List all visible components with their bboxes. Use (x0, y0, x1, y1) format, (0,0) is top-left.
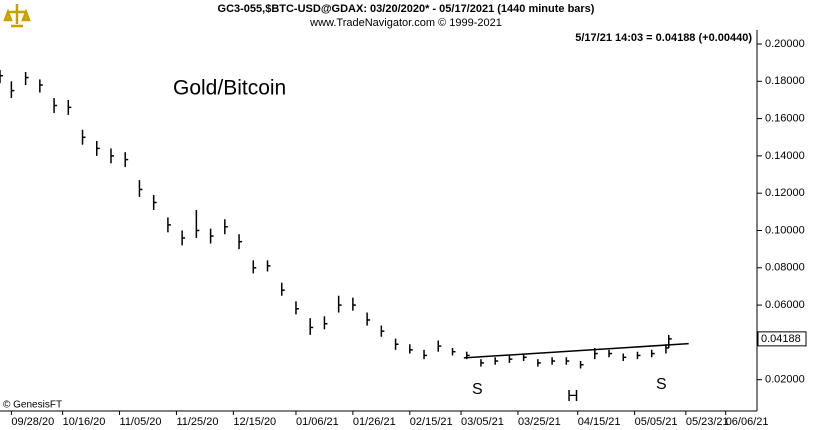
x-tick-label: 01/06/21 (296, 416, 339, 428)
x-tick-label: 05/23/21 (686, 416, 729, 428)
trend-line (463, 342, 689, 359)
x-tick-label: 04/15/21 (578, 416, 621, 428)
last-price-box (757, 331, 807, 347)
x-tick-label: 12/15/20 (233, 416, 276, 428)
x-tick-label: 11/25/20 (176, 416, 218, 428)
y-tick-label: 0.18000 (765, 75, 805, 87)
x-tick-label: 03/05/21 (461, 416, 504, 428)
y-tick-label: 0.02000 (765, 374, 805, 386)
x-tick-label: 02/15/21 (410, 416, 453, 428)
x-tick-label: 01/26/21 (353, 416, 396, 428)
y-tick-label: 0.06000 (765, 299, 805, 311)
y-tick-label: 0.20000 (765, 38, 805, 50)
x-tick-label: 09/28/20 (11, 416, 54, 428)
x-tick-label: 05/05/21 (635, 416, 678, 428)
annotation: S (472, 381, 483, 398)
x-tick-label: 03/25/21 (518, 416, 561, 428)
y-tick-label: 0.12000 (765, 187, 805, 199)
y-tick-label: 0.10000 (765, 224, 805, 236)
chart-subtitle: www.TradeNavigator.com © 1999-2021 (309, 17, 502, 29)
chart-label: Gold/Bitcoin (173, 77, 286, 100)
readout: 5/17/21 14:03 = 0.04188 (+0.00440) (575, 32, 752, 44)
credit: © GenesisFT (3, 400, 62, 411)
chart-title: GC3-055,$BTC-USD@GDAX: 03/20/2020* - 05/… (218, 3, 595, 15)
x-tick-label: 11/05/20 (120, 416, 162, 428)
annotation: S (656, 376, 667, 393)
annotation: H (567, 388, 579, 405)
y-tick-label: 0.16000 (765, 112, 805, 124)
last-price-label: 0.04188 (761, 333, 801, 345)
y-tick-label: 0.14000 (765, 150, 805, 162)
logo (3, 2, 31, 30)
x-tick-label: 10/16/20 (63, 416, 106, 428)
x-tick-label: 06/06/21 (726, 416, 769, 428)
y-tick-label: 0.08000 (765, 262, 805, 274)
